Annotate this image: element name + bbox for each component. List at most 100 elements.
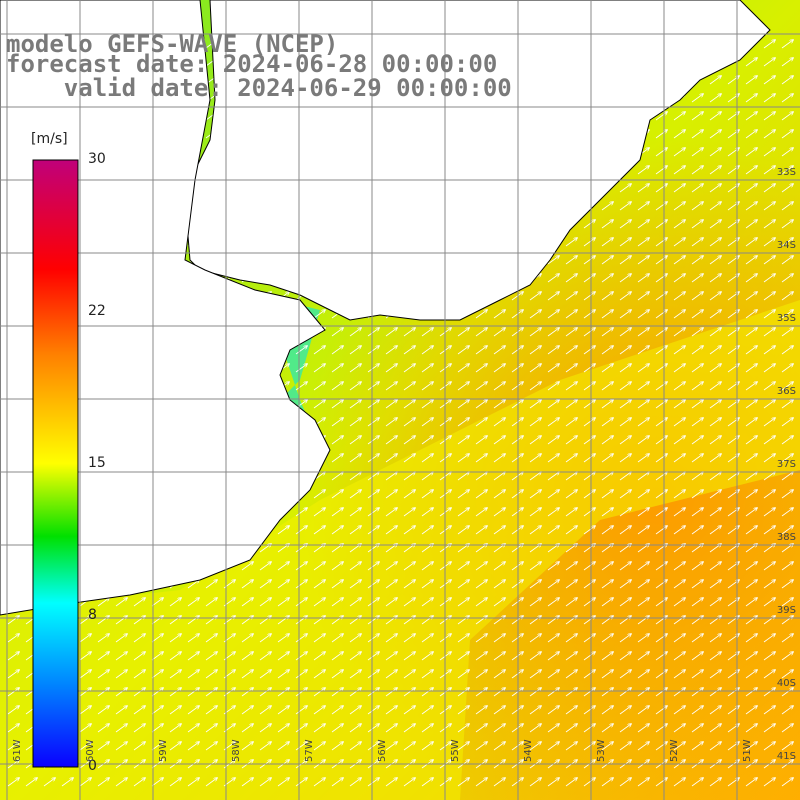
- wind-arrow: [313, 526, 325, 535]
- wind-arrow: [565, 634, 577, 643]
- wind-arrow: [619, 526, 631, 535]
- wind-arrow: [619, 454, 631, 463]
- wind-arrow: [781, 58, 793, 67]
- wind-arrow: [475, 454, 487, 463]
- wind-arrow: [745, 76, 757, 85]
- wind-arrow: [493, 580, 505, 589]
- wind-arrow: [781, 112, 793, 121]
- wind-arrow: [169, 616, 181, 625]
- wind-arrow: [457, 436, 469, 445]
- wind-arrow: [619, 418, 631, 427]
- wind-arrow: [187, 616, 199, 625]
- wind-arrow: [403, 400, 415, 409]
- wind-arrow: [169, 634, 181, 643]
- wind-arrow: [421, 580, 433, 589]
- wind-arrow: [331, 454, 343, 463]
- wind-arrow: [601, 454, 613, 463]
- wind-arrow: [691, 616, 703, 625]
- wind-arrow: [385, 364, 397, 373]
- wind-arrow: [601, 418, 613, 427]
- wind-arrow: [529, 580, 541, 589]
- wind-arrow: [547, 472, 559, 481]
- wind-arrow: [691, 274, 703, 283]
- wind-arrow: [745, 130, 757, 139]
- wind-arrow: [709, 274, 721, 283]
- wind-arrow: [763, 166, 775, 175]
- wind-arrow: [457, 616, 469, 625]
- wind-arrow: [781, 400, 793, 409]
- wind-arrow: [781, 652, 793, 661]
- wind-arrow: [637, 490, 649, 499]
- wind-arrow: [493, 472, 505, 481]
- wind-arrow: [457, 526, 469, 535]
- wind-arrow: [259, 580, 271, 589]
- wind-arrow: [475, 418, 487, 427]
- wind-arrow: [745, 526, 757, 535]
- wind-arrow: [709, 346, 721, 355]
- wind-arrow: [673, 112, 685, 121]
- wind-arrow: [367, 364, 379, 373]
- wind-arrow: [457, 634, 469, 643]
- wind-arrow: [349, 472, 361, 481]
- wind-arrow: [475, 364, 487, 373]
- wind-arrow: [421, 616, 433, 625]
- wind-arrow: [745, 580, 757, 589]
- wind-arrow: [205, 598, 217, 607]
- latitude-label: 40S: [776, 678, 796, 689]
- wind-arrow: [565, 616, 577, 625]
- wind-arrow: [187, 598, 199, 607]
- wind-arrow: [763, 346, 775, 355]
- wind-arrow: [475, 328, 487, 337]
- wind-arrow: [745, 652, 757, 661]
- wind-arrow: [133, 652, 145, 661]
- wind-arrow: [493, 616, 505, 625]
- wind-arrow: [349, 364, 361, 373]
- wind-arrow: [781, 202, 793, 211]
- longitude-label: 55W: [450, 739, 461, 762]
- wind-arrow: [547, 490, 559, 499]
- wind-arrow: [619, 364, 631, 373]
- wind-arrow: [583, 634, 595, 643]
- wind-arrow: [655, 292, 667, 301]
- wind-arrow: [619, 292, 631, 301]
- wind-arrow: [349, 418, 361, 427]
- wind-arrow: [529, 454, 541, 463]
- wind-arrow: [241, 580, 253, 589]
- wind-arrow: [583, 598, 595, 607]
- wind-arrow: [637, 292, 649, 301]
- wind-arrow: [295, 382, 307, 391]
- wind-arrow: [691, 598, 703, 607]
- wind-arrow: [619, 490, 631, 499]
- wind-arrow: [529, 328, 541, 337]
- wind-arrow: [655, 220, 667, 229]
- wind-arrow: [493, 310, 505, 319]
- wind-arrow: [709, 166, 721, 175]
- wind-arrow: [763, 256, 775, 265]
- wind-arrow: [619, 310, 631, 319]
- wind-arrow: [547, 292, 559, 301]
- wind-arrow: [673, 616, 685, 625]
- wind-arrow: [637, 166, 649, 175]
- wind-arrow: [709, 616, 721, 625]
- wind-arrow: [457, 580, 469, 589]
- wind-arrow: [295, 508, 307, 517]
- wind-arrow: [331, 346, 343, 355]
- wind-arrow: [709, 112, 721, 121]
- wind-arrow: [637, 508, 649, 517]
- wind-arrow: [547, 616, 559, 625]
- latitude-label: 37S: [776, 459, 796, 470]
- wind-arrow: [583, 382, 595, 391]
- wind-arrow: [475, 400, 487, 409]
- wind-arrow: [403, 472, 415, 481]
- wind-arrow: [421, 490, 433, 499]
- wind-arrow: [763, 562, 775, 571]
- wind-arrow: [763, 436, 775, 445]
- wind-arrow: [637, 328, 649, 337]
- wind-arrow: [619, 202, 631, 211]
- wind-arrow: [529, 292, 541, 301]
- wind-arrow: [781, 310, 793, 319]
- wind-arrow: [709, 454, 721, 463]
- wind-arrow: [475, 634, 487, 643]
- wind-arrow: [673, 436, 685, 445]
- wind-arrow: [421, 364, 433, 373]
